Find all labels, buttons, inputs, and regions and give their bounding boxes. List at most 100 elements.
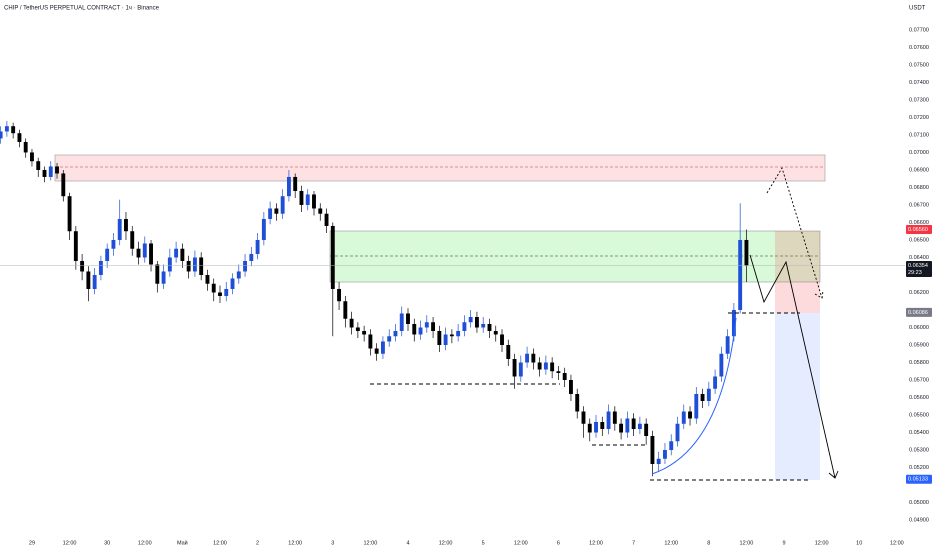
candle-body (23, 141, 28, 153)
candle-body (537, 362, 542, 370)
price-label-bg (906, 261, 932, 278)
candle-body (625, 418, 630, 433)
x-tick-label: 12:00 (664, 540, 678, 546)
candle-body (36, 161, 41, 170)
price-label-bg (906, 307, 932, 317)
candle-body (205, 274, 210, 284)
candle-body (474, 316, 479, 328)
y-tick-label: 0.07200 (909, 115, 929, 121)
candle-body (675, 423, 680, 442)
currency: USDT (909, 6, 926, 12)
candle-body (236, 271, 241, 279)
candle-body (299, 190, 304, 205)
candle-body (211, 283, 216, 293)
candle-body (556, 371, 561, 373)
x-tick-label: 5 (482, 540, 485, 546)
candle-body (681, 411, 686, 424)
candle-body (456, 330, 461, 337)
x-tick-label: 3 (331, 540, 334, 546)
candle-body (255, 239, 260, 254)
y-tick-label: 0.05400 (909, 430, 929, 436)
price-label-bg (906, 474, 932, 484)
candle-body (437, 330, 442, 345)
y-tick-label: 0.05800 (909, 360, 929, 366)
x-tick-label: 12:00 (589, 540, 603, 546)
candle-body (230, 278, 235, 289)
candle-body (30, 152, 34, 162)
candle-body (218, 292, 222, 296)
candle-body (468, 316, 473, 323)
candle-body (725, 336, 730, 354)
x-tick-label: 12:00 (890, 540, 904, 546)
candle-body (42, 169, 47, 177)
candle-body (487, 323, 492, 331)
y-tick-label: 0.06700 (909, 202, 929, 208)
candle-body (399, 313, 404, 331)
candle-body (518, 362, 523, 377)
candle-body (0, 131, 3, 139)
x-tick-label: 8 (707, 540, 710, 546)
candle-body (731, 309, 736, 337)
x-tick-label: 10 (856, 540, 862, 546)
y-tick-label: 0.05300 (909, 447, 929, 453)
candle-body (631, 418, 636, 430)
candle-body (274, 208, 279, 214)
candle-body (424, 322, 429, 328)
candle-body (380, 341, 385, 354)
candle-body (180, 248, 185, 261)
candle-body (105, 248, 110, 261)
candle-body (412, 323, 417, 335)
x-tick-label: 9 (783, 540, 786, 546)
candle-body (368, 334, 373, 349)
candle-body (418, 327, 423, 335)
candle-body (587, 423, 592, 433)
candle-body (312, 194, 316, 209)
candle-body (656, 458, 661, 465)
x-tick-label: 12:00 (740, 540, 754, 546)
y-tick-label: 0.07600 (909, 45, 929, 51)
candle-body (124, 218, 128, 232)
candle-body (700, 393, 705, 402)
y-tick-label: 0.05500 (909, 412, 929, 418)
candle-body (706, 388, 711, 402)
y-tick-label: 0.05900 (909, 342, 929, 348)
candle-body (525, 353, 530, 363)
candle-body (612, 411, 617, 424)
candle-body (387, 336, 392, 342)
candle-body (92, 274, 97, 289)
y-tick-label: 0.07300 (909, 97, 929, 103)
candle-body (581, 411, 586, 424)
candle-body (142, 243, 147, 258)
x-tick-label: 30 (104, 540, 110, 546)
candle-body (362, 330, 367, 335)
candle-body (17, 133, 22, 142)
candle-body (155, 264, 160, 284)
x-tick-label: 6 (557, 540, 560, 546)
x-tick-label: 12:00 (63, 540, 77, 546)
candle-body (619, 423, 624, 433)
candle-body (318, 208, 323, 214)
candle-body (161, 271, 166, 284)
countdown: 29:23 (908, 270, 922, 276)
x-tick-label: 12:00 (815, 540, 829, 546)
price-axis: 0.07700 0.07600 0.07500 0.07400 0.07300 0.072… (29, 27, 932, 546)
candle-body (330, 225, 335, 289)
supply-zone (54, 154, 826, 182)
candle-body (268, 208, 273, 219)
candle-body (80, 260, 85, 272)
y-tick-label: 0.07100 (909, 132, 929, 138)
price-label: 0.05133 (908, 477, 928, 483)
candle-body (431, 322, 436, 331)
candle-body (349, 318, 354, 328)
candle-body (149, 243, 153, 265)
candle-body (600, 422, 605, 430)
candle-body (98, 260, 103, 275)
candle-body (606, 411, 611, 430)
y-tick-label: 0.06600 (909, 220, 929, 226)
y-tick-label: 0.05600 (909, 395, 929, 401)
candle-body (48, 166, 53, 177)
x-tick-label: Май (177, 539, 188, 546)
x-tick-label: 2 (256, 540, 259, 546)
x-tick-label: 4 (406, 540, 409, 546)
